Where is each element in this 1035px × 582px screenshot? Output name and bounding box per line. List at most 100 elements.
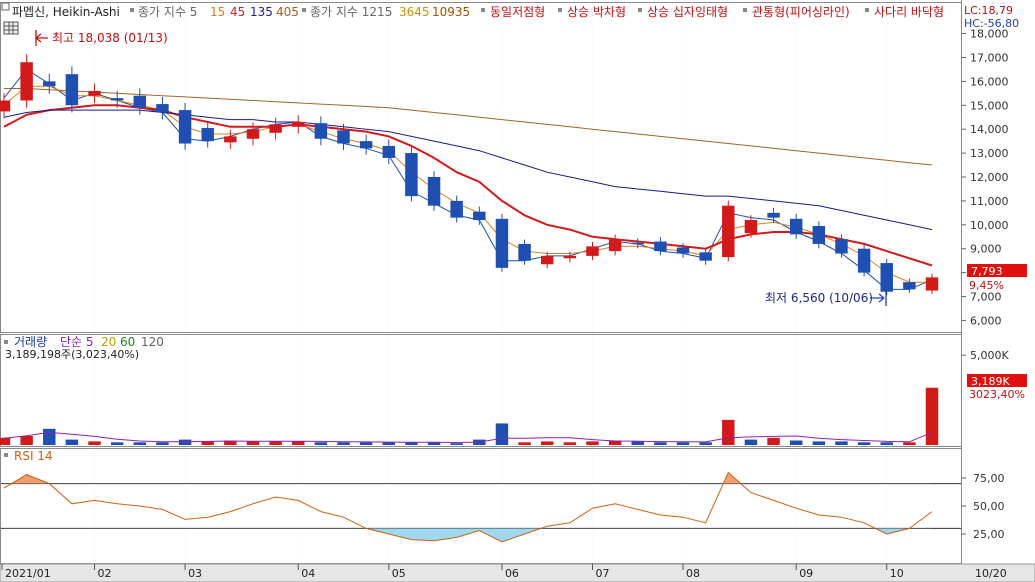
rsi-line <box>3 471 933 543</box>
volume-bar <box>88 441 101 445</box>
candle-body <box>382 145 396 158</box>
y-tick-labels: 18,000 17,000 16,000 15,000 14,000 13,000 12,0… <box>961 28 1009 541</box>
x-tick-labels: 2021/01 02 03 04 05 06 07 08 09 10 10/20 <box>1 564 1007 580</box>
candle-body <box>20 62 33 101</box>
volume-ma-period-3: 120 <box>141 335 164 349</box>
price-tick-label: 11,000 <box>970 195 1009 208</box>
ma-period-2: 45 <box>230 5 245 19</box>
candle-body <box>699 252 712 261</box>
volume-bar <box>314 442 328 445</box>
price-tick-label: 16,000 <box>970 75 1009 88</box>
candle-body <box>767 212 780 218</box>
legend-marker-icon <box>638 8 642 12</box>
grid-toggle-icon[interactable] <box>3 21 19 35</box>
ma-period-1: 15 <box>210 5 225 19</box>
volume-bar <box>43 428 56 445</box>
last-change-label: 9,45% <box>969 279 1004 292</box>
candle-body <box>540 255 554 265</box>
price-tick-label: 10,000 <box>970 219 1009 232</box>
candle-body <box>224 136 237 143</box>
legend-marker-icon <box>558 8 562 12</box>
volume-bar <box>812 441 826 445</box>
price-tick-label: 7,000 <box>970 291 1002 304</box>
volume-bar <box>608 440 622 445</box>
legend-marker-icon <box>481 8 485 12</box>
volume-bar <box>246 441 260 445</box>
ma2-label: 종가 지수 1215 <box>310 5 392 19</box>
volume-bar <box>789 440 803 445</box>
volume-title: 거래량 <box>14 335 47 349</box>
volume-panel[interactable] <box>0 334 962 447</box>
volume-tick-label: 5,000K <box>970 349 1009 362</box>
rsi-fill-layer <box>11 472 910 542</box>
price-tick-label: 12,000 <box>970 171 1009 184</box>
x-axis-bar <box>0 563 1035 582</box>
arrow-right-icon <box>870 293 885 303</box>
volume-bar <box>744 439 758 445</box>
candle-body <box>0 100 11 112</box>
candle-body <box>789 218 803 235</box>
candle-body <box>178 110 192 144</box>
volume-bar <box>201 441 214 445</box>
volume-bar <box>540 441 554 445</box>
last-price-label: 7,793 <box>971 265 1003 278</box>
rsi-tick-label: 50,00 <box>973 500 1005 513</box>
symbol-label: 파멥신, Heikin-Ashi <box>12 5 120 19</box>
volume-bar <box>382 442 396 445</box>
volume-bar <box>405 442 418 445</box>
x-tick-label: 03 <box>188 567 202 580</box>
ma-line-405 <box>4 88 933 166</box>
x-tick-label: 08 <box>686 567 700 580</box>
candle-body <box>359 141 373 149</box>
volume-bar <box>586 441 599 445</box>
volume-legend: 거래량 단순 5 20 60 120 3,189,198주(3,023,40%) <box>4 335 164 361</box>
x-tick-label: 05 <box>392 567 406 580</box>
volume-bar <box>654 442 667 445</box>
legend-checkbox-icon[interactable] <box>1 2 10 11</box>
volume-bar <box>337 442 350 445</box>
x-tick-label: 07 <box>595 567 609 580</box>
candle-body <box>201 127 214 142</box>
volume-bar <box>133 442 147 445</box>
volume-bar <box>495 423 509 445</box>
legend-marker-icon <box>302 8 306 12</box>
rsi-tick-label: 25,00 <box>973 528 1005 541</box>
low-annotation: 최저 6,560 (10/06) <box>765 290 887 306</box>
lc-label: LC:18,79 <box>964 4 1013 17</box>
volume-bar <box>518 442 531 445</box>
candle-body <box>110 98 124 101</box>
candle-body <box>925 277 939 291</box>
volume-ma-period-2: 60 <box>120 335 135 349</box>
candle-body <box>812 226 826 244</box>
last-volume-pct: 3023,40% <box>969 388 1025 401</box>
price-tick-label: 15,000 <box>970 99 1009 112</box>
candle-body <box>586 246 599 256</box>
volume-bar <box>722 419 735 445</box>
last-volume-badge <box>967 374 1027 387</box>
rsi-title: RSI 14 <box>14 449 53 463</box>
volume-ma-period-1: 20 <box>101 335 116 349</box>
price-panel[interactable] <box>0 2 962 333</box>
x-tick-label: 09 <box>799 567 813 580</box>
last-price-badge <box>967 264 1027 277</box>
pattern-4: 관통형(피어싱라인) <box>752 5 850 19</box>
ma-period-3: 135 <box>250 5 273 19</box>
candle-body <box>133 95 147 108</box>
candle-body <box>314 123 328 139</box>
volume-bar <box>65 439 79 445</box>
volume-bar <box>699 442 712 445</box>
candle-body <box>722 205 735 258</box>
price-tick-label: 17,000 <box>970 51 1009 64</box>
candle-body <box>903 282 916 290</box>
candle-body <box>246 129 260 139</box>
pattern-3: 상승 십자잉태형 <box>647 5 728 19</box>
rsi-panel[interactable] <box>0 448 962 564</box>
volume-last-info: 3,189,198주(3,023,40%) <box>5 348 139 361</box>
legend-marker-icon <box>130 8 134 12</box>
volume-bar <box>269 441 282 445</box>
legend-marker-icon <box>865 8 869 12</box>
x-tick-label: 10 <box>890 567 904 580</box>
volume-bar <box>903 442 916 445</box>
price-tick-label: 13,000 <box>970 147 1009 160</box>
